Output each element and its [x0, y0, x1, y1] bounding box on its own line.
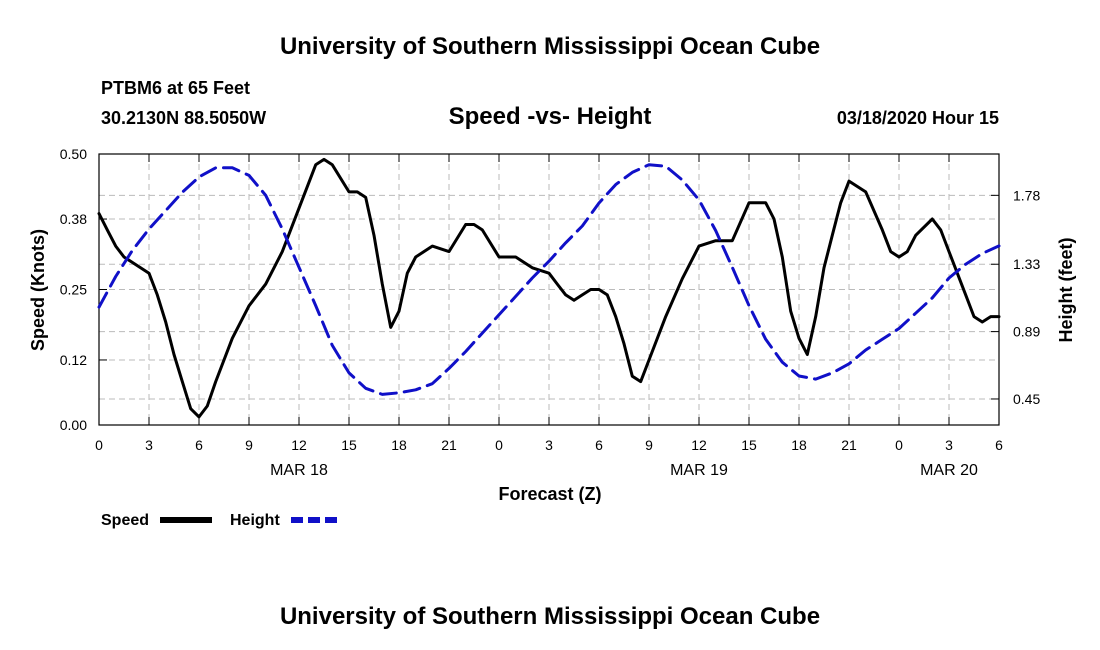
date-label: MAR 19 [670, 462, 728, 479]
x-tick-label: 6 [195, 437, 203, 453]
y-tick-label: 0.00 [60, 417, 87, 433]
y2-tick-label: 1.33 [1013, 256, 1040, 272]
x-tick-label: 3 [545, 437, 553, 453]
x-tick-label: 0 [95, 437, 103, 453]
y-axis-label: Speed (Knots) [28, 229, 48, 351]
y2-tick-label: 0.45 [1013, 391, 1040, 407]
footer-title: University of Southern Mississippi Ocean… [280, 603, 820, 630]
x-tick-label: 21 [441, 437, 457, 453]
x-tick-label: 15 [341, 437, 357, 453]
date-label: MAR 18 [270, 462, 328, 479]
legend-speed-label: Speed [101, 512, 149, 529]
station-coordinates: 30.2130N 88.5050W [101, 108, 266, 128]
x-tick-label: 3 [145, 437, 153, 453]
date-label: MAR 20 [920, 462, 978, 479]
y-tick-label: 0.25 [60, 282, 87, 298]
y-tick-label: 0.12 [60, 352, 87, 368]
x-tick-label: 21 [841, 437, 857, 453]
x-tick-label: 12 [691, 437, 707, 453]
chart-title: Speed -vs- Height [449, 103, 652, 130]
x-tick-label: 0 [495, 437, 503, 453]
grid-lines [99, 154, 999, 425]
station-name: PTBM6 at 65 Feet [101, 78, 250, 98]
y2-tick-label: 0.89 [1013, 324, 1040, 340]
axes: 0 3 6 9 12 15 18 21 0 3 6 9 12 15 18 21 0 3 6 0.00 0.12 0.25 0… [60, 146, 1041, 479]
y2-axis-label: Height (feet) [1056, 238, 1076, 343]
y2-tick-label: 1.78 [1013, 187, 1040, 203]
x-tick-label: 9 [245, 437, 253, 453]
x-tick-label: 18 [791, 437, 807, 453]
x-tick-label: 6 [995, 437, 1003, 453]
x-tick-label: 9 [645, 437, 653, 453]
speed-series-line [97, 157, 1001, 419]
x-tick-label: 6 [595, 437, 603, 453]
y-tick-label: 0.50 [60, 146, 87, 162]
x-tick-label: 3 [945, 437, 953, 453]
forecast-date: 03/18/2020 Hour 15 [837, 108, 999, 128]
x-tick-label: 18 [391, 437, 407, 453]
x-tick-label: 12 [291, 437, 307, 453]
x-tick-label: 15 [741, 437, 757, 453]
x-tick-label: 0 [895, 437, 903, 453]
data-series [97, 157, 1001, 419]
x-axis-label: Forecast (Z) [498, 484, 601, 504]
header-title: University of Southern Mississippi Ocean… [280, 33, 820, 60]
legend: Speed Height [101, 512, 342, 529]
height-series-line [97, 163, 1001, 396]
y-tick-label: 0.38 [60, 211, 87, 227]
legend-height-label: Height [230, 512, 280, 529]
